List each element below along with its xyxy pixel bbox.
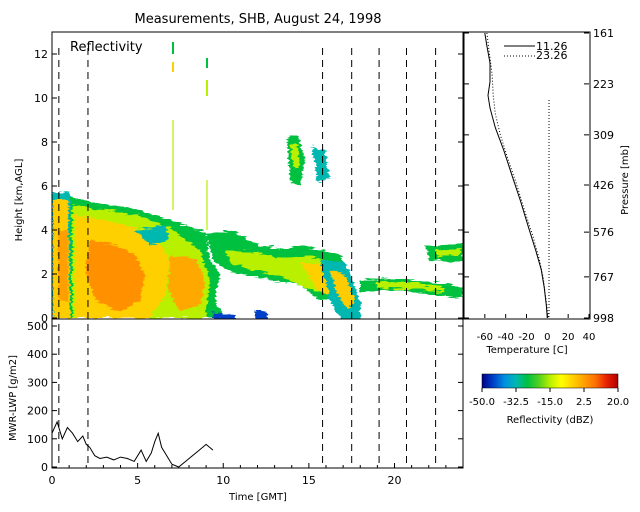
reflectivity-ylabel: Height [km,AGL]: [14, 159, 25, 242]
echo-streak: [206, 80, 208, 96]
pressure-tick-label: 309: [593, 129, 614, 142]
temperature-tick-label: -60: [477, 332, 493, 343]
sounding-panel: 11.26 23.26 161 223 309 426 576 767 998 Pressu…: [463, 27, 631, 356]
reflectivity-echoes: [52, 135, 463, 319]
temperature-tick-label: 20: [562, 332, 575, 343]
echo-region: [225, 250, 342, 295]
sounding-time-markers: [58, 48, 437, 467]
reflectivity-y-axis: 0 2 4 6 8 10 12: [34, 48, 463, 325]
legend-2326: 23.26: [536, 49, 568, 62]
time-xlabel: Time [GMT]: [228, 492, 287, 503]
echo-region: [213, 312, 235, 319]
echo-streak: [206, 58, 208, 68]
time-x-axis: 0 5 10 15 20: [49, 463, 447, 487]
colorbar-gradient: [481, 373, 619, 389]
y-tick-label: 0: [41, 461, 48, 474]
temperature-tick-label: -20: [518, 332, 534, 343]
pressure-tick-label: 767: [593, 271, 614, 284]
echo-region: [255, 310, 268, 319]
echo-streak: [172, 62, 174, 72]
colorbar-tick-label: -32.5: [503, 397, 529, 408]
chart-title: Measurements, SHB, August 24, 1998: [134, 12, 381, 27]
y-tick-label: 8: [41, 136, 48, 149]
pressure-tick-label: 223: [593, 78, 614, 91]
echo-region: [168, 255, 205, 312]
sounding-2326-line: [486, 32, 549, 319]
legend-1126: 11.26: [536, 40, 568, 53]
lwp-frame: [51, 318, 464, 469]
lwp-ylabel: MWR-LWP [g/m2]: [8, 355, 19, 441]
lwp-series-line: [51, 420, 214, 468]
x-tick-label: 20: [388, 474, 402, 487]
temperature-tick-label: -40: [497, 332, 513, 343]
pressure-tick-label: 998: [593, 312, 614, 325]
echo-region: [312, 146, 330, 182]
echo-region: [375, 282, 445, 292]
y-tick-label: 500: [27, 320, 48, 333]
echo-region: [58, 230, 68, 300]
pressure-axis: 161 223 309 426 576 767 998: [464, 27, 614, 325]
sounding-frame: [463, 31, 591, 320]
colorbar-label: Reflectivity (dBZ): [507, 415, 594, 426]
y-tick-label: 10: [34, 92, 48, 105]
x-tick-label: 10: [216, 474, 230, 487]
colorbar-ticks: -50.0 -32.5 -15.0 2.5 20.0: [469, 388, 629, 408]
x-tick-label: 15: [302, 474, 316, 487]
x-tick-label: 5: [134, 474, 141, 487]
reflectivity-panel: Reflectivity 0 2 4 6 8 10 12 Height [km,AGL]: [14, 31, 464, 325]
colorbar-tick-label: 20.0: [607, 397, 629, 408]
temperature-tick-label: 0: [544, 332, 550, 343]
echo-region: [435, 249, 460, 256]
y-tick-label: 400: [27, 348, 48, 361]
temperature-tick-label: 40: [583, 332, 596, 343]
pressure-tick-label: 576: [593, 226, 614, 239]
lwp-panel: 0 100 200 300 400 500 MWR-LWP [g/m2]: [8, 318, 464, 474]
reflectivity-label: Reflectivity: [70, 40, 143, 55]
sounding-1126-line: [484, 32, 548, 319]
reflectivity-colorbar: -50.0 -32.5 -15.0 2.5 20.0 Reflectivity (dBZ…: [469, 373, 629, 426]
echo-streak: [206, 180, 208, 230]
high-echo-streaks: [172, 42, 208, 230]
echo-region: [290, 143, 300, 170]
echo-streak: [172, 42, 174, 54]
colorbar-tick-label: -50.0: [469, 397, 495, 408]
y-tick-label: 12: [34, 48, 48, 61]
lwp-y-axis: 0 100 200 300 400 500: [27, 320, 463, 474]
y-tick-label: 100: [27, 433, 48, 446]
y-tick-label: 2: [41, 268, 48, 281]
y-tick-label: 4: [41, 224, 48, 237]
pressure-tick-label: 161: [593, 27, 614, 40]
pressure-tick-label: 426: [593, 179, 614, 192]
colorbar-tick-label: -15.0: [537, 397, 563, 408]
echo-region: [135, 225, 170, 245]
x-tick-label: 0: [49, 474, 56, 487]
y-tick-label: 6: [41, 180, 48, 193]
echo-streak: [172, 120, 174, 210]
y-tick-label: 300: [27, 376, 48, 389]
echo-region: [330, 270, 355, 310]
temperature-axis: -60 -40 -20 0 20 40: [477, 314, 596, 343]
y-tick-label: 0: [41, 312, 48, 325]
echo-region: [85, 240, 145, 312]
y-tick-label: 200: [27, 405, 48, 418]
temperature-label: Temperature [C]: [485, 345, 567, 356]
colorbar-tick-label: 2.5: [576, 397, 592, 408]
pressure-label: Pressure [mb]: [620, 145, 631, 215]
